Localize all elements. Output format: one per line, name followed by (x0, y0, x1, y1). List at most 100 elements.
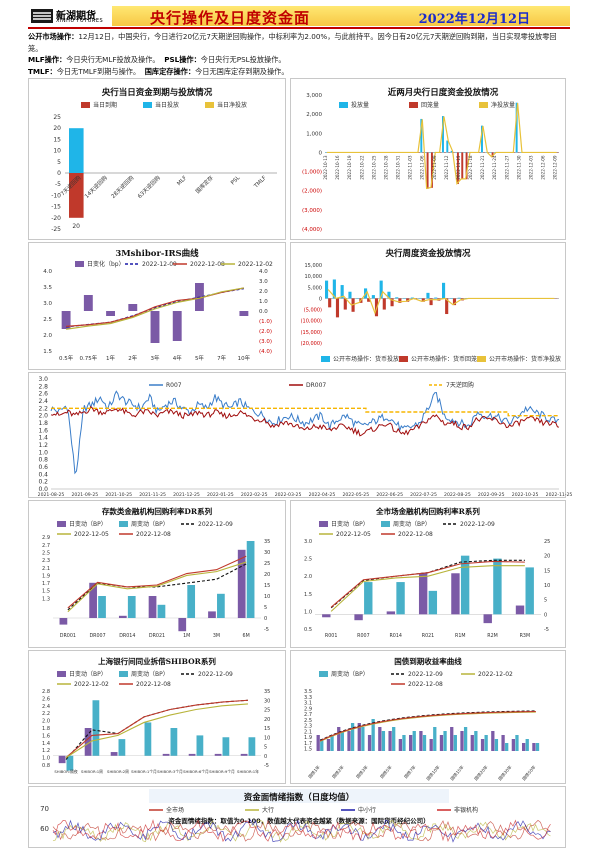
change-bar (387, 611, 395, 614)
repo-rate-chart: 3.02.82.62.42.22.01.81.61.41.21.00.80.60… (29, 373, 565, 497)
y-tick: 2.7 (42, 543, 50, 549)
weekly-legend-1-label: 公开市场操作：货币回笼 (411, 355, 477, 363)
y-tick-right: 25 (264, 561, 270, 567)
x-tick: 2022-12-03 (528, 155, 533, 180)
change-bar (526, 567, 534, 614)
y-tick-left: 2.5 (43, 317, 52, 323)
weekly-chart: 央行周度资金投放情况15,00010,0005,0000(5,000)(10,0… (291, 243, 565, 369)
y-tick: 1.0 (42, 756, 50, 762)
x-tick: 2022-10-31 (396, 155, 401, 180)
change-bar-a (501, 735, 504, 751)
y-tick-right: 20 (264, 572, 270, 578)
y-tick-right: 0 (264, 616, 267, 622)
y-tick: 1.0 (38, 449, 48, 456)
y-tick-left: 3.0 (43, 301, 52, 307)
inject-bar (442, 283, 445, 299)
change-bar-a (450, 727, 453, 751)
daily-ops-chart: 央行当日资金到期与投放情况当日到期当日投放当日净投放2520151050-5-1… (29, 79, 285, 239)
x-tick: 3M (213, 633, 220, 639)
tmlf-text: 今日无TMLF到期与操作。 (57, 67, 140, 76)
irs-legend-bar-swatch (75, 261, 84, 267)
daily-legend-2-swatch (205, 102, 214, 108)
x-tick: 6M (243, 633, 250, 639)
x-tick: 2022-11-09 (432, 155, 437, 180)
change-bar (178, 618, 186, 631)
y-tick: -5 (55, 181, 61, 188)
x-tick: DR007 (89, 633, 105, 639)
x-tick: 1M (183, 633, 190, 639)
x-tick: SHIBOR:9个月 (209, 769, 235, 774)
y-tick-right: 35 (264, 539, 270, 545)
legend-bar-1-swatch (119, 671, 128, 677)
x-tick: SHIBOR:1个月 (131, 769, 157, 774)
y-tick-right: 0 (264, 754, 267, 760)
y-tick: 1,000 (306, 131, 322, 137)
y-tick-right: 10 (544, 583, 550, 589)
change-bar (163, 754, 170, 756)
irs-legend-0-label: 2022-12-09 (142, 261, 177, 268)
change-bar-b (330, 735, 333, 751)
twomonth-legend-2-swatch (479, 102, 488, 108)
y-tick: 15 (53, 136, 61, 143)
y-tick: 0.8 (38, 457, 48, 464)
x-tick: 国债2年 (330, 764, 345, 780)
treasury-deposit-text: 今日无国库定存到期及操作。 (195, 67, 288, 76)
legend-line-1-label: 2022-12-08 (136, 531, 171, 538)
y-tick-right: -5 (264, 763, 269, 769)
y-tick: 2.2 (38, 405, 48, 412)
y-tick-right: 15 (544, 568, 550, 574)
y-tick: (5,000) (304, 308, 322, 314)
repo-legend-r007-label: R007 (166, 382, 182, 389)
chart-title: 央行当日资金到期与投放情况 (102, 87, 213, 98)
x-tick: 2021-08-25 (38, 492, 65, 498)
y-tick: -15 (51, 204, 61, 211)
change-bar-a (409, 735, 412, 751)
chart-title: 央行周度资金投放情况 (385, 248, 471, 259)
x-tick: 2022-07-25 (410, 492, 437, 498)
change-bar-b (495, 739, 498, 751)
y-tick: 2.2 (42, 711, 50, 717)
change-bar (249, 737, 256, 756)
chart-title: 存款类金融机构回购利率DR系列 (101, 506, 213, 516)
x-tick: 2022-10-28 (383, 155, 388, 180)
daily-change-bar (239, 311, 248, 316)
x-tick: 2年 (128, 354, 137, 362)
y-tick-right: 1.0 (259, 299, 268, 305)
change-bar (158, 605, 166, 618)
repo-legend-reverse-label: 7天逆回购 (446, 381, 474, 389)
change-bar (197, 735, 204, 755)
change-bar-a (440, 735, 443, 751)
change-bar-b (505, 743, 508, 751)
daily-legend-2-label: 当日净投放 (217, 101, 247, 109)
x-tick: 28天逆回购 (109, 173, 136, 200)
change-bar (93, 700, 100, 756)
x-tick: 2022-10-25 (371, 155, 376, 180)
y-tick-right: 15 (264, 583, 270, 589)
y-tick: 70 (40, 805, 49, 813)
tr-legend-bar-label: 周变动（BP） (331, 670, 369, 678)
y-tick: (20,000) (301, 341, 322, 347)
x-tick: 国债7年 (402, 764, 417, 780)
inject-bar (446, 141, 448, 153)
daily-legend-0-label: 当日到期 (93, 101, 117, 109)
chart-title: 3Mshibor-IRS曲线 (115, 248, 199, 259)
tmlf-label: TMLF： (28, 67, 57, 76)
y-tick: 1.5 (304, 747, 312, 753)
y-tick-left: 3.5 (43, 285, 52, 291)
y-tick: 1.7 (42, 581, 50, 587)
y-tick: 3.0 (304, 539, 312, 545)
change-bar (128, 596, 136, 618)
change-bar (208, 611, 216, 618)
y-tick: 0.2 (38, 479, 48, 486)
y-tick: 2.5 (304, 557, 312, 563)
x-tick: PSL (230, 175, 242, 187)
change-bar-b (515, 735, 518, 751)
y-tick: 1.6 (42, 733, 50, 739)
change-bar-a (399, 739, 402, 751)
change-bar (396, 582, 404, 614)
x-tick: 2021-09-25 (72, 492, 99, 498)
x-tick: 2022-12-09 (553, 155, 558, 180)
x-tick: 0.5年 (59, 354, 74, 362)
